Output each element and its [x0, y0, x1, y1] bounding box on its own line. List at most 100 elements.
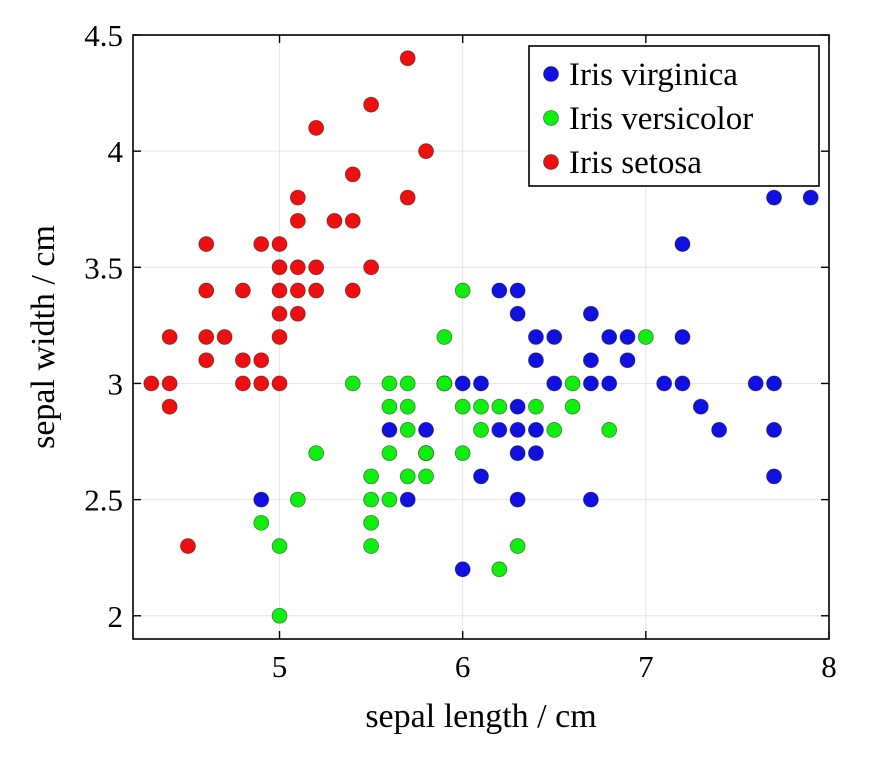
data-point-series-0 [491, 282, 508, 299]
data-point-series-2 [344, 166, 361, 183]
data-point-series-2 [198, 352, 215, 369]
data-point-series-2 [344, 212, 361, 229]
data-point-series-0 [253, 491, 270, 508]
data-point-series-2 [234, 375, 251, 392]
data-point-series-2 [289, 189, 306, 206]
data-point-series-2 [216, 329, 233, 345]
x-tick-label: 6 [455, 649, 471, 684]
x-tick-label: 7 [638, 649, 654, 684]
x-axis-title: sepal length / cm [365, 698, 596, 735]
y-tick-label: 4 [108, 134, 124, 169]
data-point-series-1 [381, 375, 398, 392]
data-point-series-1 [436, 375, 453, 392]
legend-entry: Iris virginica [569, 57, 738, 93]
data-point-series-2 [271, 282, 288, 299]
data-point-series-0 [509, 398, 526, 415]
data-point-series-1 [418, 468, 434, 485]
data-point-series-1 [528, 398, 544, 415]
data-point-series-2 [289, 212, 306, 229]
data-point-series-0 [473, 468, 489, 485]
y-tick-label: 4.5 [84, 18, 123, 53]
data-point-series-2 [198, 329, 215, 345]
data-point-series-0 [802, 189, 819, 206]
data-point-series-0 [619, 352, 636, 369]
data-point-series-0 [528, 422, 544, 438]
data-point-series-1 [454, 398, 471, 415]
data-point-series-0 [509, 305, 526, 322]
data-point-series-0 [509, 422, 526, 438]
data-point-series-2 [198, 282, 215, 299]
data-point-series-2 [161, 329, 178, 345]
data-point-series-0 [674, 236, 691, 252]
data-point-series-1 [381, 445, 398, 462]
data-point-series-0 [692, 398, 709, 415]
data-point-series-0 [491, 422, 508, 438]
data-point-series-2 [363, 96, 380, 113]
y-axis-title: sepal width / cm [25, 225, 62, 449]
data-point-series-1 [363, 538, 380, 554]
data-point-series-2 [344, 282, 361, 299]
data-point-series-0 [546, 375, 563, 392]
data-point-series-1 [491, 398, 508, 415]
data-point-series-0 [509, 445, 526, 462]
data-point-series-0 [747, 375, 764, 392]
data-point-series-0 [601, 329, 618, 345]
y-tick-label: 2.5 [84, 483, 123, 518]
data-point-series-1 [308, 445, 325, 462]
data-point-series-1 [454, 445, 471, 462]
y-tick-label: 3.5 [84, 250, 123, 285]
data-point-series-1 [363, 514, 380, 531]
data-point-series-1 [399, 422, 416, 438]
legend: Iris virginica Iris versicolor Iris setosa [528, 45, 820, 187]
data-point-series-1 [509, 538, 526, 554]
data-point-series-0 [674, 329, 691, 345]
data-points [143, 50, 819, 624]
data-point-series-1 [491, 561, 508, 578]
data-point-series-0 [711, 422, 728, 438]
data-point-series-2 [308, 259, 325, 276]
data-point-series-1 [436, 329, 453, 345]
data-point-series-2 [161, 398, 178, 415]
data-point-series-1 [546, 422, 563, 438]
plot-frame [132, 34, 830, 640]
data-point-series-2 [253, 352, 270, 369]
axes [132, 34, 830, 640]
data-point-series-2 [326, 212, 343, 229]
data-point-series-0 [454, 561, 471, 578]
data-point-series-2 [234, 282, 251, 299]
legend-marker [543, 110, 559, 126]
data-point-series-1 [271, 538, 288, 554]
data-point-series-1 [381, 491, 398, 508]
data-point-series-0 [381, 422, 398, 438]
data-point-series-1 [363, 491, 380, 508]
data-point-series-0 [546, 329, 563, 345]
data-point-series-0 [766, 468, 782, 485]
data-point-series-0 [582, 352, 599, 369]
data-point-series-1 [454, 282, 471, 299]
data-point-series-2 [418, 143, 434, 160]
tick-labels: 5 6 7 8 2 2.5 3 3.5 4 4.5 [84, 18, 837, 684]
data-point-series-0 [399, 491, 416, 508]
data-point-series-1 [637, 329, 654, 345]
data-point-series-1 [253, 514, 270, 531]
data-point-series-0 [601, 375, 618, 392]
data-point-series-2 [289, 259, 306, 276]
data-point-series-0 [619, 329, 636, 345]
data-point-series-1 [289, 491, 306, 508]
legend-entry: Iris setosa [569, 145, 702, 181]
data-point-series-1 [399, 468, 416, 485]
data-point-series-0 [509, 491, 526, 508]
data-point-series-2 [308, 120, 325, 136]
data-point-series-1 [418, 445, 434, 462]
data-point-series-2 [198, 236, 215, 252]
data-point-series-0 [473, 375, 489, 392]
x-tick-label: 8 [821, 649, 837, 684]
data-point-series-1 [564, 375, 581, 392]
data-point-series-0 [418, 422, 434, 438]
data-point-series-0 [582, 491, 599, 508]
legend-marker [543, 154, 559, 170]
y-tick-label: 2 [108, 599, 124, 634]
y-tick-label: 3 [108, 366, 124, 401]
data-point-series-0 [766, 189, 782, 206]
data-point-series-0 [528, 329, 544, 345]
